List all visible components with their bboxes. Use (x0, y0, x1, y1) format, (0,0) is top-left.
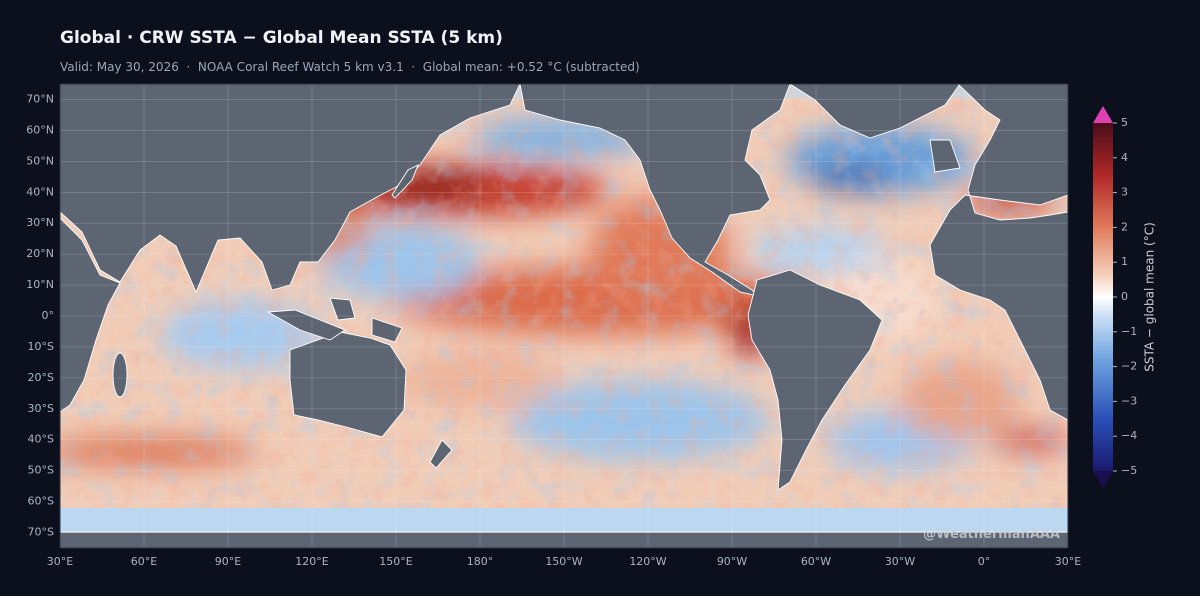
colorbar-label: SSTA − global mean (°C) (1143, 222, 1157, 372)
y-tick-label: 70°S (28, 526, 54, 539)
y-tick-label: 30°S (28, 402, 54, 415)
colorbar-extend-low (1093, 471, 1113, 488)
map-field (60, 84, 1068, 548)
x-tick-label: 30°E (1055, 555, 1081, 568)
x-tick-label: 0° (978, 555, 991, 568)
y-tick-label: 10°N (26, 278, 54, 291)
y-tick-label: 0° (42, 309, 55, 322)
x-tick-label: 30°W (885, 555, 915, 568)
y-tick-label: 20°N (26, 247, 54, 260)
y-tick-label: 10°S (28, 340, 54, 353)
colorbar-tick-label: 3 (1121, 186, 1128, 199)
x-tick-label: 90°W (717, 555, 747, 568)
colorbar-tick-label: −5 (1121, 464, 1137, 477)
y-tick-label: 70°N (26, 92, 54, 105)
x-tick-label: 180° (467, 555, 494, 568)
colorbar-tick-label: 4 (1121, 151, 1128, 164)
title: Global · CRW SSTA − Global Mean SSTA (5 … (60, 28, 503, 48)
x-tick-label: 60°W (801, 555, 831, 568)
colorbar (1093, 106, 1113, 488)
y-tick-label: 50°N (26, 154, 54, 167)
colorbar-tick-label: −3 (1121, 394, 1137, 407)
colorbar-tick-label: 0 (1121, 290, 1128, 303)
x-tick-label: 90°E (215, 555, 241, 568)
subtitle: Valid: May 30, 2026 · NOAA Coral Reef Wa… (60, 60, 640, 74)
watermark: @WeathermanAAA (923, 527, 1060, 542)
graticule (59, 84, 1069, 548)
y-tick-label: 30°N (26, 216, 54, 229)
colorbar-ramp (1093, 123, 1113, 471)
y-tick-label: 40°N (26, 185, 54, 198)
colorbar-tick-label: 5 (1121, 116, 1128, 129)
y-tick-label: 50°S (28, 464, 54, 477)
colorbar-tick-label: −2 (1121, 360, 1137, 373)
colorbar-tick-label: −4 (1121, 429, 1137, 442)
colorbar-extend-high (1093, 106, 1113, 123)
land (60, 84, 1068, 548)
x-tick-label: 60°E (131, 555, 157, 568)
y-tick-label: 60°N (26, 123, 54, 136)
colorbar-tick-label: 1 (1121, 255, 1128, 268)
map-frame (59, 83, 1069, 549)
colorbar-tick-label: −1 (1121, 325, 1137, 338)
y-tick-label: 60°S (28, 495, 54, 508)
x-tick-label: 150°W (545, 555, 582, 568)
x-tick-label: 120°W (629, 555, 666, 568)
y-tick-label: 20°S (28, 371, 54, 384)
x-tick-label: 150°E (379, 555, 412, 568)
x-tick-label: 120°E (295, 555, 328, 568)
colorbar-tick-label: 2 (1121, 220, 1128, 233)
y-tick-label: 40°S (28, 433, 54, 446)
x-tick-label: 30°E (47, 555, 73, 568)
